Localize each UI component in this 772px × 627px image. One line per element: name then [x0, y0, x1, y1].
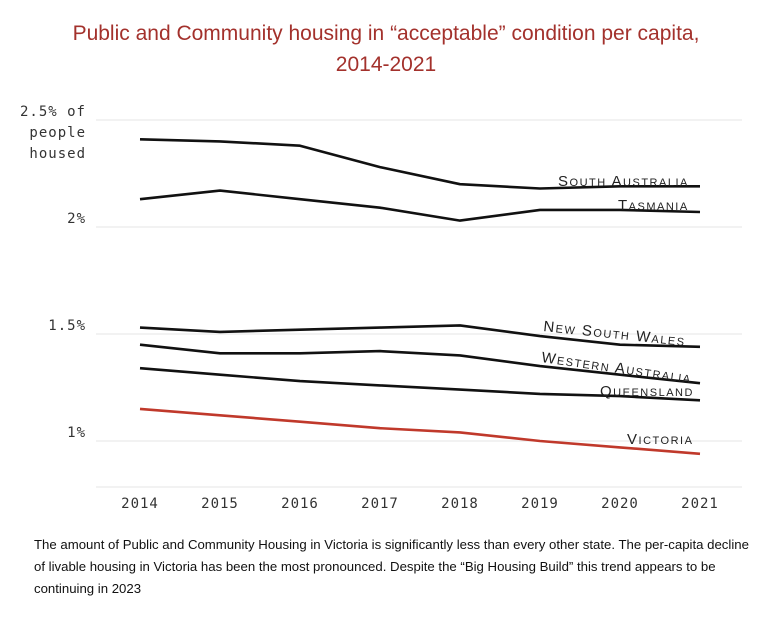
series-line-tasmania	[139, 189, 701, 222]
series-label-tasmania: TASMANIA	[618, 197, 689, 214]
chart-title-line-2: 2014-2021	[335, 53, 437, 76]
series-label-south-australia: SOUTH AUSTRALIA	[558, 173, 689, 190]
chart-title: Public and Community housing in “accepta…	[0, 18, 772, 80]
y-tick-label-0: 1%	[67, 425, 86, 441]
chart-caption: The amount of Public and Community Housi…	[34, 537, 749, 596]
line-chart: 1% 1.5% 2% 2.5% of people housed 2014 2015 2016 2…	[20, 104, 742, 512]
series-line-south-australia	[139, 138, 700, 190]
series-label-new-south-wales: NEW SOUTH WALES	[543, 318, 687, 350]
chart-title-line-1: Public and Community housing in “accepta…	[72, 22, 700, 45]
x-tick-label-4: 2018	[441, 496, 479, 512]
series-label-queensland: QUEENSLAND	[600, 383, 694, 400]
series-line-western-australia	[139, 343, 701, 385]
x-tick-label-7: 2021	[681, 496, 719, 512]
x-tick-label-3: 2017	[361, 496, 399, 512]
series-label-western-australia: WESTERN AUSTRALIA	[540, 349, 692, 387]
y-tick-label-3: 2.5% of	[20, 104, 86, 120]
series-line-queensland	[139, 366, 701, 402]
x-tick-label-0: 2014	[121, 496, 159, 512]
series-label-victoria: VICTORIA	[627, 431, 693, 448]
y-axis-label-line-1: housed	[29, 146, 86, 162]
y-tick-label-1: 1.5%	[48, 318, 86, 334]
series-line-victoria	[139, 407, 701, 456]
series-line-new-south-wales	[139, 324, 701, 349]
y-axis-label-line-0: people	[29, 125, 86, 141]
y-tick-label-2: 2%	[67, 211, 86, 227]
x-tick-label-1: 2015	[201, 496, 239, 512]
x-tick-label-2: 2016	[281, 496, 319, 512]
x-tick-label-6: 2020	[601, 496, 639, 512]
x-tick-label-5: 2019	[521, 496, 559, 512]
